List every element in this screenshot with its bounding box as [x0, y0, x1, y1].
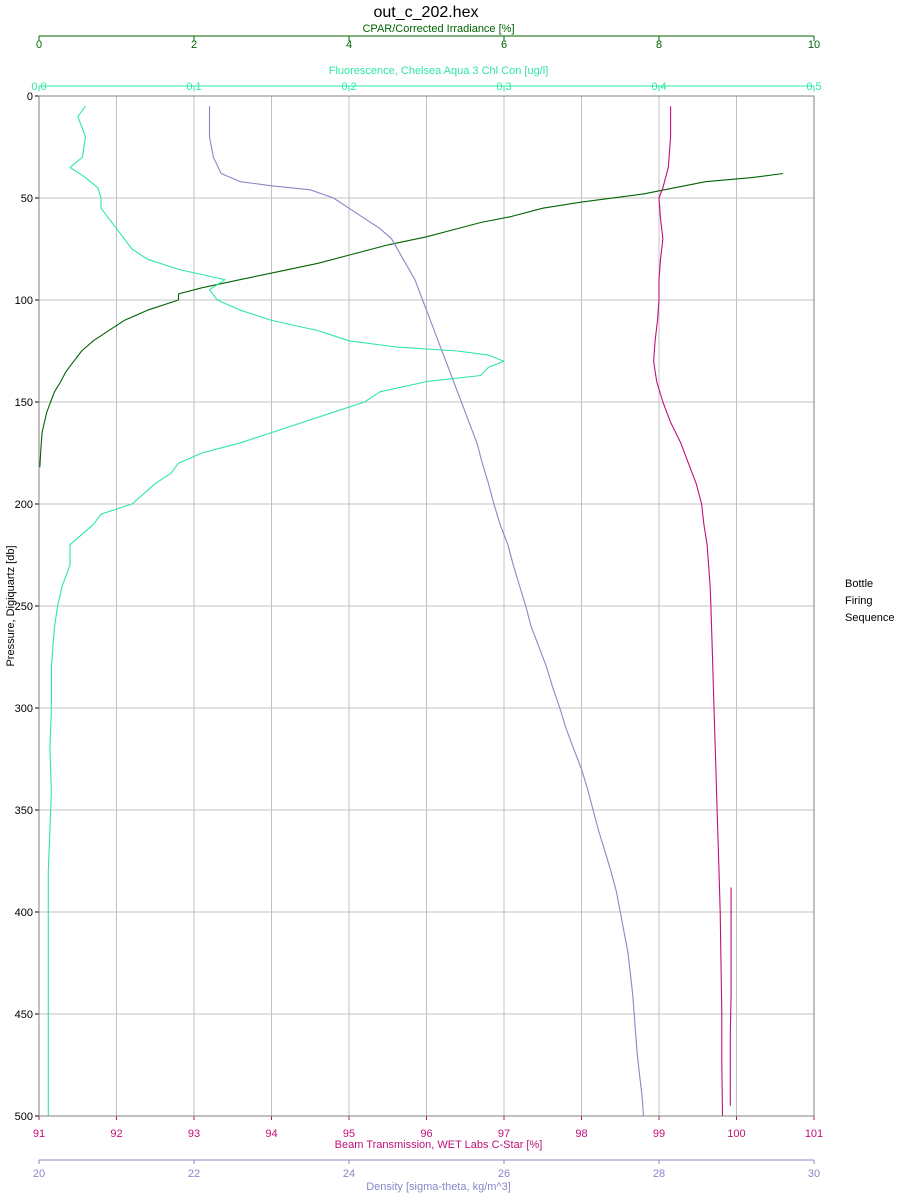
y-tick-label: 500	[15, 1111, 33, 1123]
side-note-line: Firing	[845, 595, 873, 607]
series-line-fluorescence-1	[47, 105, 505, 1116]
x-tick-label-fluorescence: 0,2	[341, 81, 356, 93]
y-tick-label: 450	[15, 1009, 33, 1021]
x-tick-label-beam: 96	[420, 1128, 432, 1140]
x-tick-label-beam: 91	[33, 1128, 45, 1140]
grid	[38, 95, 815, 1117]
x-tick-label-cpar: 2	[191, 39, 197, 51]
y-tick-label: 400	[15, 907, 33, 919]
x-tick-label-fluorescence: 0,4	[651, 81, 666, 93]
side-note-line: Bottle	[845, 578, 874, 590]
series-line-density-4	[208, 106, 645, 1117]
x-axis-label-fluorescence: Fluorescence, Chelsea Aqua 3 Chl Con [ug…	[329, 65, 549, 77]
x-tick-label-cpar: 10	[808, 39, 820, 51]
x-tick-label-cpar: 8	[656, 39, 662, 51]
x-tick-label-beam: 100	[727, 1128, 745, 1140]
x-tick-label-density: 24	[343, 1168, 355, 1180]
y-tick-label: 250	[15, 601, 33, 613]
x-tick-label-density: 26	[498, 1168, 510, 1180]
x-tick-label-cpar: 4	[346, 39, 352, 51]
y-tick-label: 100	[15, 295, 33, 307]
x-tick-label-density: 28	[653, 1168, 665, 1180]
x-tick-label-beam: 99	[653, 1128, 665, 1140]
x-tick-label-beam: 94	[265, 1128, 277, 1140]
x-tick-label-beam: 92	[110, 1128, 122, 1140]
series-line-cpar-0	[39, 172, 784, 468]
series-layer	[39, 105, 784, 1117]
x-tick-label-density: 20	[33, 1168, 45, 1180]
x-tick-label-fluorescence: 0,5	[806, 81, 821, 93]
x-tick-label-cpar: 6	[501, 39, 507, 51]
x-tick-label-beam: 95	[343, 1128, 355, 1140]
bottle-firing-sequence-label: Bottle Firing Sequence	[845, 576, 895, 627]
y-axis-label: Pressure, Digiquartz [db]	[5, 545, 17, 666]
x-tick-label-cpar: 0	[36, 39, 42, 51]
x-tick-label-beam: 101	[805, 1128, 823, 1140]
x-tick-label-beam: 97	[498, 1128, 510, 1140]
x-tick-label-beam: 98	[575, 1128, 587, 1140]
x-axis-label-beam: Beam Transmission, WET Labs C-Star [%]	[335, 1139, 543, 1151]
y-tick-label: 300	[15, 703, 33, 715]
x-tick-label-fluorescence: 0,3	[496, 81, 511, 93]
x-axis-label-cpar: CPAR/Corrected Irradiance [%]	[362, 23, 514, 35]
x-tick-label-beam: 93	[188, 1128, 200, 1140]
plot-frame	[38, 95, 815, 1117]
x-tick-label-density: 22	[188, 1168, 200, 1180]
x-tick-label-density: 30	[808, 1168, 820, 1180]
axes: 050100150200250300350400450500Pressure, …	[5, 23, 823, 1193]
y-tick-label: 150	[15, 397, 33, 409]
y-tick-label: 350	[15, 805, 33, 817]
x-tick-label-fluorescence: 0,1	[186, 81, 201, 93]
y-tick-label: 200	[15, 499, 33, 511]
series-line-beam-2	[653, 106, 724, 1117]
y-tick-label: 0	[27, 91, 33, 103]
y-tick-label: 50	[21, 193, 33, 205]
chart-title: out_c_202.hex	[374, 4, 479, 21]
side-note-line: Sequence	[845, 612, 895, 624]
x-axis-label-density: Density [sigma-theta, kg/m^3]	[366, 1181, 511, 1193]
x-tick-label-fluorescence: 0,0	[31, 81, 46, 93]
series-line-beam-3	[729, 887, 732, 1106]
